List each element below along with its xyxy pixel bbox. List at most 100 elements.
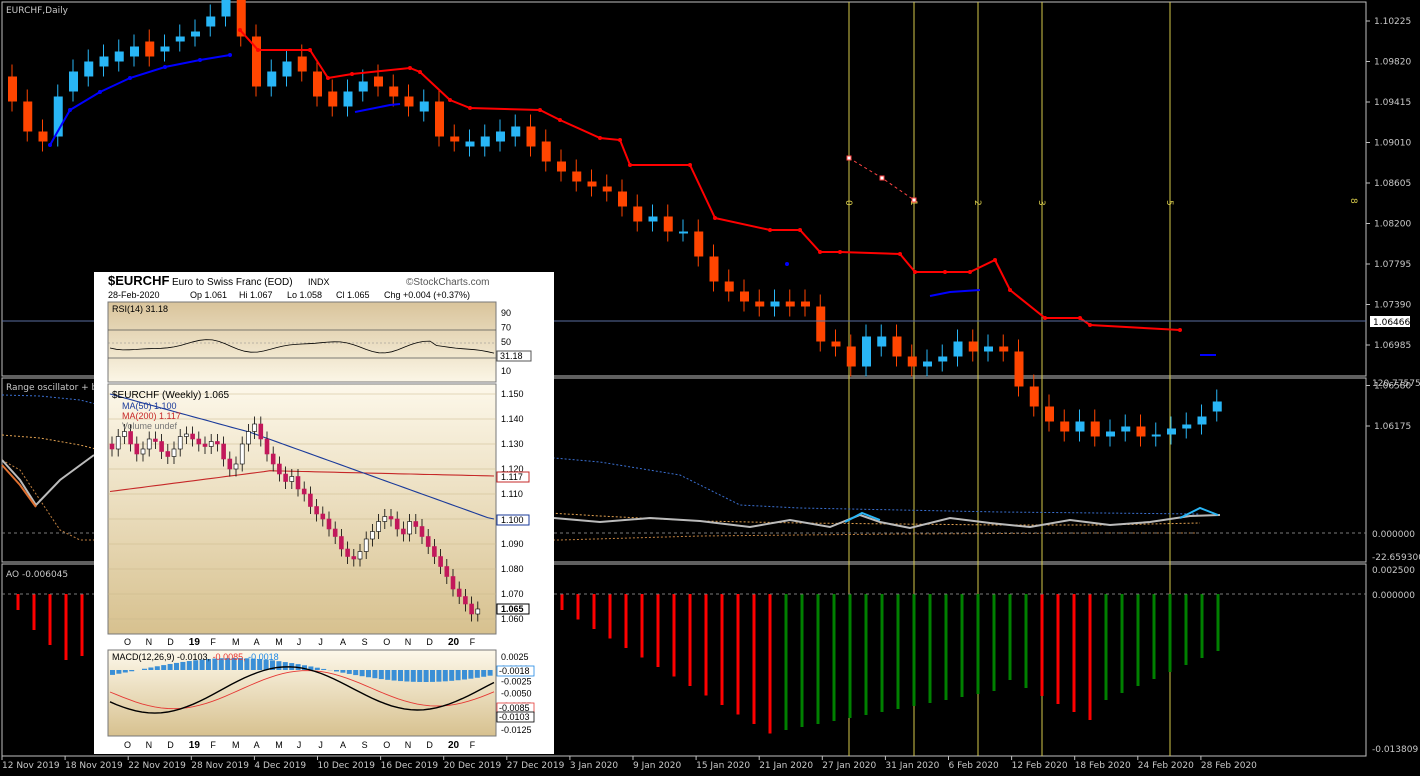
candle-body <box>389 86 399 97</box>
inset-month-label: N <box>146 637 153 647</box>
ma50-label: MA(50) 1.100 <box>122 401 177 411</box>
blue-stop-line <box>929 289 981 297</box>
macd-tag-value: -0.0103 <box>499 712 530 722</box>
ao-panel-title: AO -0.006045 <box>6 570 68 580</box>
inset-candle-body <box>115 436 121 450</box>
date-tick-label: 28 Nov 2019 <box>191 761 249 771</box>
macd-bar <box>218 658 224 670</box>
candle-body <box>114 51 124 62</box>
candle-body <box>663 216 673 232</box>
inset-price-label: $EURCHF (Weekly) 1.065 <box>112 390 230 401</box>
red-stop-dot <box>943 270 947 274</box>
macd-bar <box>366 670 371 678</box>
red-stop-dot <box>1088 323 1092 327</box>
candle-body <box>236 0 246 37</box>
macd-bar <box>110 670 115 675</box>
price-tick-label: 1.06985 <box>1374 341 1411 351</box>
candle-body <box>572 171 582 182</box>
blue-stop-dot <box>68 108 72 112</box>
inset-month-label: D <box>426 637 433 647</box>
inset-price-tick: 1.080 <box>501 564 524 574</box>
range-oscillator-segment <box>1179 506 1219 519</box>
inset-candle-body <box>283 473 288 482</box>
red-stop-dot <box>326 76 330 80</box>
red-stop-dot <box>898 252 902 256</box>
macd-bar <box>423 670 429 682</box>
red-stop-dot <box>1008 288 1012 292</box>
inset-candle-body <box>134 443 140 455</box>
candle-body <box>69 71 78 92</box>
candle-body <box>557 161 566 172</box>
rsi-tick-label: 90 <box>501 308 511 318</box>
candle-body <box>160 46 170 52</box>
price-panel-frame <box>1 1 1367 377</box>
inset-date: 28-Feb-2020 <box>108 290 160 300</box>
macd-bar <box>410 670 416 682</box>
rsi-value: 31.18 <box>500 351 523 361</box>
inset-candle-body <box>413 521 419 527</box>
candle-body <box>374 76 383 87</box>
trailing-stop-lines <box>48 28 1216 356</box>
blue-stop-line <box>49 54 231 146</box>
price-scale[interactable]: 1.10225 1.09820 1.09415 1.09010 1.08605 1.082… <box>1366 17 1411 432</box>
candle-body <box>1075 421 1085 432</box>
candle-body <box>53 96 63 137</box>
candlestick-series <box>8 0 1222 447</box>
macd-bar <box>474 670 480 678</box>
inset-price-tick: 1.120 <box>501 464 524 474</box>
candle-body <box>1121 426 1131 432</box>
candle-body <box>694 231 704 257</box>
date-tick-label: 18 Nov 2019 <box>65 761 123 771</box>
macd-tag-value: -0.0018 <box>499 666 530 676</box>
macd-bar <box>391 670 397 681</box>
candle-body <box>450 136 460 142</box>
date-tick-label: 21 Jan 2020 <box>759 761 813 771</box>
macd-bar <box>186 661 192 670</box>
candle-body <box>633 206 643 222</box>
macd-bar <box>257 659 263 670</box>
date-axis[interactable]: 12 Nov 2019 18 Nov 2019 22 Nov 2019 28 Nov … <box>1 756 1257 771</box>
inset-candle-body <box>153 438 158 442</box>
range-oscillator-line <box>1 454 95 507</box>
inset-candle-body <box>252 423 257 432</box>
candle-body <box>130 46 139 57</box>
macd-bar <box>167 663 173 670</box>
range-oscillator-segment <box>1 464 37 508</box>
inset-month-label: J <box>318 637 323 647</box>
candle-body <box>740 291 749 302</box>
candle-body <box>999 346 1009 352</box>
blue-stop-dot <box>98 90 102 94</box>
red-stop-dot <box>798 228 802 232</box>
macd-bar <box>174 662 179 670</box>
inset-month-label: F <box>210 637 216 647</box>
inset-month-label: M <box>232 740 240 750</box>
price-tick-label: 1.08605 <box>1374 179 1411 189</box>
candle-body <box>1090 421 1100 437</box>
inset-close: Cl 1.065 <box>336 290 370 300</box>
cycle-label: 5 <box>1164 200 1174 206</box>
macd-bar <box>442 670 448 682</box>
inset-month-label: O <box>124 740 131 750</box>
price-tick-label: 1.07390 <box>1374 301 1411 311</box>
cycle-lines: 0 1 2 3 5 8 <box>843 2 1358 756</box>
current-price-label: 1.06466 <box>1373 318 1410 328</box>
inset-candle-body <box>140 448 146 455</box>
stockcharts-inset: $EURCHF Euro to Swiss Franc (EOD) INDX ©… <box>94 272 554 754</box>
inset-candle-body <box>363 538 369 552</box>
macd-bar <box>308 666 314 670</box>
ao-scale-zero: 0.000000 <box>1372 591 1415 601</box>
range-lower-band <box>1 459 1200 541</box>
inset-candle-body <box>332 528 338 537</box>
candle-body <box>770 301 780 307</box>
red-stop-dot <box>993 258 997 262</box>
inset-candle-body <box>246 431 251 445</box>
inset-month-label: F <box>470 637 476 647</box>
date-tick-label: 24 Feb 2020 <box>1138 761 1194 771</box>
macd-bar <box>372 670 378 679</box>
inset-month-label: O <box>383 637 390 647</box>
candle-body <box>526 126 536 147</box>
macd-bar <box>225 658 231 670</box>
last-price-value: 1.065 <box>501 604 524 614</box>
cycle-label: 2 <box>972 200 982 206</box>
